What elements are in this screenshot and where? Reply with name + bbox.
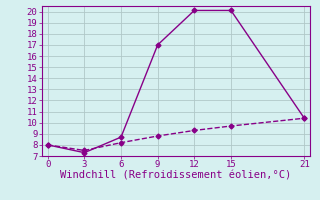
X-axis label: Windchill (Refroidissement éolien,°C): Windchill (Refroidissement éolien,°C) xyxy=(60,171,292,181)
